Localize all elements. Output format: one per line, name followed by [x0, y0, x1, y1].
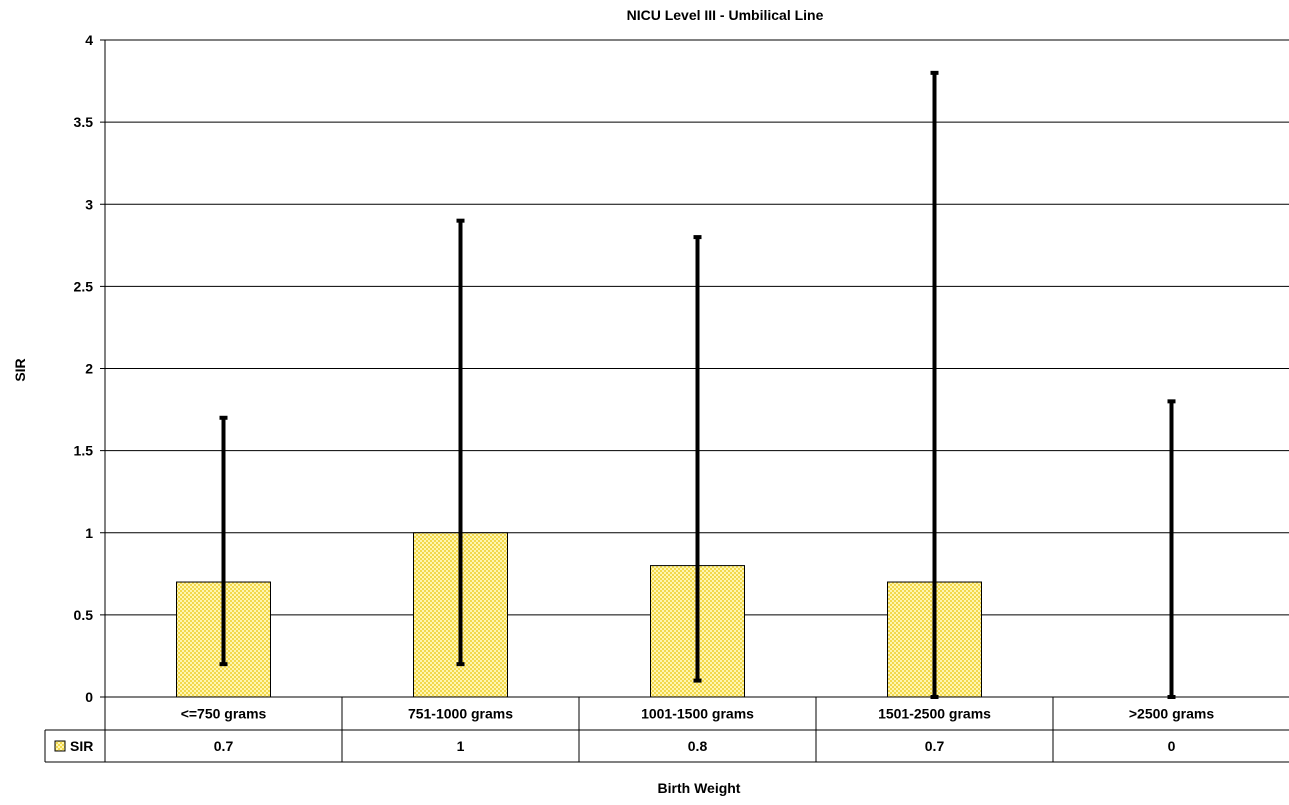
y-axis-ticks: 0 0.5 1 1.5 2 2.5 3 3.5 4	[74, 32, 105, 705]
x-tick-label: >2500 grams	[1129, 706, 1214, 722]
y-tick-label: 0.5	[74, 607, 94, 623]
x-tick-label: <=750 grams	[181, 706, 267, 722]
data-label: 1	[457, 738, 465, 754]
x-tick-label: 1501-2500 grams	[878, 706, 991, 722]
x-axis-label: Birth Weight	[658, 780, 741, 796]
y-tick-label: 2.5	[74, 278, 94, 294]
x-tick-label: 751-1000 grams	[408, 706, 513, 722]
y-axis-label: SIR	[12, 358, 28, 381]
y-tick-label: 3	[85, 196, 93, 212]
chart-title: NICU Level III - Umbilical Line	[627, 7, 824, 23]
data-label: 0.8	[688, 738, 708, 754]
y-tick-label: 3.5	[74, 114, 94, 130]
data-label: 0	[1168, 738, 1176, 754]
legend-label: SIR	[70, 738, 93, 754]
data-label: 0.7	[214, 738, 234, 754]
y-tick-label: 2	[85, 361, 93, 377]
y-tick-label: 4	[85, 32, 93, 48]
error-bars	[219, 70, 1176, 699]
y-tick-label: 1.5	[74, 443, 94, 459]
y-tick-label: 0	[85, 689, 93, 705]
x-tick-label: 1001-1500 grams	[641, 706, 754, 722]
y-tick-label: 1	[85, 525, 93, 541]
data-table: <=750 grams 751-1000 grams 1001-1500 grams…	[44, 696, 1289, 763]
legend-swatch	[54, 740, 66, 752]
data-label: 0.7	[925, 738, 945, 754]
